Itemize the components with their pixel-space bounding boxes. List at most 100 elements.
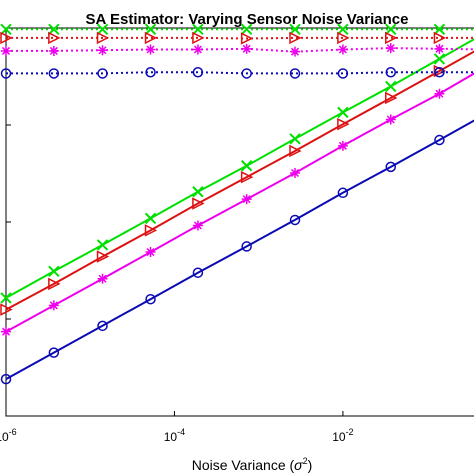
data-point-circle-marker	[145, 66, 156, 78]
data-point-asterisk-marker	[1, 45, 11, 56]
x-axis-label-symbol: σ	[294, 457, 303, 473]
data-point-asterisk-marker	[97, 273, 108, 284]
data-point-circle-marker	[337, 68, 349, 79]
series-line	[6, 36, 474, 40]
data-point-triangle-marker	[240, 170, 254, 184]
data-point-x-marker	[433, 53, 446, 65]
series-1-dotted	[0, 23, 474, 35]
data-point-asterisk-marker	[434, 43, 445, 54]
data-point-asterisk-marker	[1, 326, 11, 337]
data-point-triangle-marker	[289, 31, 302, 45]
series-line	[5, 119, 474, 380]
data-point-x-marker	[0, 292, 12, 304]
series-layer	[0, 23, 474, 385]
series-3-dotted	[1, 43, 474, 57]
data-point-circle-marker	[289, 214, 301, 226]
data-point-asterisk-marker	[48, 300, 59, 311]
data-point-asterisk-marker	[48, 45, 59, 56]
data-point-triangle-marker	[48, 277, 61, 291]
data-point-x-marker	[192, 186, 204, 198]
data-point-asterisk-marker	[192, 220, 203, 231]
chart-title: SA Estimator: Varying Sensor Noise Varia…	[86, 11, 409, 28]
data-point-triangle-marker	[96, 31, 110, 45]
x-tick-label-2: 10-4	[164, 427, 185, 444]
data-point-x-marker	[96, 23, 109, 35]
data-point-triangle-marker	[96, 250, 110, 263]
series-4-dotted	[0, 66, 474, 79]
data-point-asterisk-marker	[192, 44, 203, 55]
data-point-circle-marker	[385, 161, 397, 173]
series-3-solid	[1, 72, 474, 337]
x-tick-labels: 10-610-410-2	[0, 427, 354, 444]
data-point-x-marker	[144, 212, 157, 225]
data-point-asterisk-marker	[241, 194, 252, 205]
data-point-circle-marker	[241, 68, 252, 79]
data-point-circle-marker	[145, 293, 156, 305]
data-point-asterisk-marker	[385, 114, 396, 125]
data-point-x-marker	[48, 23, 60, 35]
data-point-circle-marker	[97, 320, 108, 332]
data-point-triangle-marker	[337, 117, 350, 131]
x-tick-label-base: 10	[0, 430, 9, 444]
data-point-circle-marker	[192, 267, 204, 278]
data-point-circle-marker	[337, 187, 349, 199]
series-line	[6, 71, 474, 75]
data-point-triangle-marker	[337, 31, 350, 45]
x-axis-label: Noise Variance (σ2)	[192, 456, 313, 473]
data-point-circle-marker	[434, 134, 445, 146]
data-point-x-marker	[337, 106, 349, 119]
series-line	[5, 50, 474, 311]
data-point-circle-marker	[289, 68, 301, 79]
data-point-x-marker	[240, 160, 253, 172]
data-point-triangle-marker	[385, 31, 398, 45]
data-point-x-marker	[385, 23, 397, 35]
x-tick-label-1: 10-6	[0, 427, 17, 444]
data-point-circle-marker	[0, 373, 12, 385]
data-point-triangle-marker	[433, 31, 447, 45]
data-point-x-marker	[289, 133, 301, 145]
data-point-x-marker	[192, 23, 204, 35]
data-point-asterisk-marker	[337, 140, 348, 151]
data-point-asterisk-marker	[145, 247, 156, 258]
data-point-asterisk-marker	[434, 88, 445, 99]
x-axis-label-power: 2	[303, 456, 308, 466]
data-point-x-marker	[0, 23, 12, 35]
data-point-asterisk-marker	[385, 43, 396, 54]
x-tick-label-3: 10-2	[332, 427, 353, 444]
data-point-circle-marker	[434, 66, 445, 78]
series-2-dotted	[0, 31, 474, 45]
data-point-triangle-marker	[48, 31, 61, 45]
data-point-triangle-marker	[385, 91, 398, 105]
data-point-x-marker	[433, 23, 446, 35]
data-point-x-marker	[337, 23, 349, 35]
data-point-x-marker	[289, 23, 301, 35]
x-tick-label-base: 10	[164, 430, 178, 444]
data-point-x-marker	[96, 239, 109, 251]
data-point-triangle-marker	[192, 197, 205, 210]
data-point-asterisk-marker	[241, 43, 252, 54]
x-axis-label-suffix: )	[308, 457, 313, 473]
x-tick-label-base: 10	[332, 430, 346, 444]
data-point-triangle-marker	[289, 144, 302, 158]
data-point-asterisk-marker	[337, 44, 348, 55]
data-point-triangle-marker	[0, 303, 13, 316]
data-point-asterisk-marker	[145, 44, 156, 55]
series-1-solid	[0, 38, 474, 304]
data-point-circle-marker	[385, 66, 397, 78]
data-point-triangle-marker	[144, 224, 158, 237]
data-point-circle-marker	[97, 68, 108, 79]
x-tick-label-exponent: -2	[346, 427, 354, 437]
x-tick-label-exponent: -6	[9, 427, 17, 437]
data-point-circle-marker	[241, 241, 252, 252]
data-point-x-marker	[240, 23, 253, 35]
data-point-triangle-marker	[144, 31, 158, 45]
data-point-asterisk-marker	[290, 168, 301, 178]
data-point-triangle-marker	[0, 31, 13, 45]
data-point-asterisk-marker	[290, 46, 301, 57]
data-point-x-marker	[48, 265, 60, 278]
data-point-asterisk-marker	[97, 45, 108, 56]
x-axis-label-prefix: Noise Variance (	[192, 457, 295, 473]
data-point-x-marker	[385, 80, 397, 93]
